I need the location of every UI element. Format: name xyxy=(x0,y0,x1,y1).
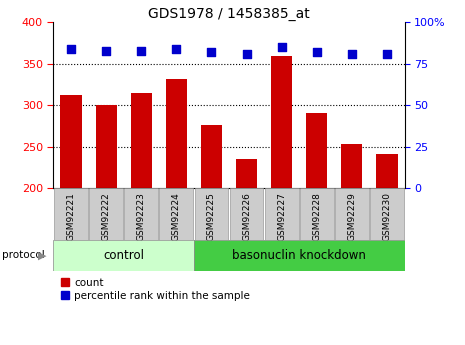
Bar xyxy=(265,188,299,240)
Text: GSM92225: GSM92225 xyxy=(207,192,216,241)
Bar xyxy=(166,79,187,188)
Text: protocol: protocol xyxy=(2,250,45,260)
Title: GDS1978 / 1458385_at: GDS1978 / 1458385_at xyxy=(148,7,310,21)
Bar xyxy=(230,188,263,240)
Text: GSM92230: GSM92230 xyxy=(383,192,392,241)
Bar xyxy=(271,56,292,188)
Text: basonuclin knockdown: basonuclin knockdown xyxy=(232,249,366,262)
Bar xyxy=(60,95,81,188)
Bar xyxy=(236,159,257,188)
Point xyxy=(173,46,180,52)
Point xyxy=(313,49,320,55)
Bar xyxy=(377,154,398,188)
Text: GSM92223: GSM92223 xyxy=(137,192,146,241)
Text: GSM92229: GSM92229 xyxy=(347,192,356,241)
Text: GSM92224: GSM92224 xyxy=(172,192,181,241)
Bar xyxy=(194,240,405,271)
Bar xyxy=(370,188,404,240)
Bar xyxy=(159,188,193,240)
Bar xyxy=(89,188,123,240)
Point xyxy=(243,51,250,57)
Text: GSM92227: GSM92227 xyxy=(277,192,286,241)
Legend: count, percentile rank within the sample: count, percentile rank within the sample xyxy=(59,276,252,303)
Bar xyxy=(125,188,158,240)
Bar xyxy=(341,144,362,188)
Bar xyxy=(54,188,88,240)
Bar xyxy=(201,125,222,188)
Text: GSM92228: GSM92228 xyxy=(312,192,321,241)
Text: GSM92226: GSM92226 xyxy=(242,192,251,241)
Bar xyxy=(131,93,152,188)
Text: GSM92222: GSM92222 xyxy=(102,192,111,241)
Point xyxy=(278,45,286,50)
Text: ▶: ▶ xyxy=(38,250,46,260)
Bar xyxy=(53,240,194,271)
Text: GSM92221: GSM92221 xyxy=(66,192,75,241)
Point xyxy=(208,49,215,55)
Bar xyxy=(195,188,228,240)
Bar xyxy=(300,188,333,240)
Point xyxy=(138,48,145,53)
Bar xyxy=(96,105,117,188)
Text: control: control xyxy=(103,249,144,262)
Point xyxy=(102,48,110,53)
Point xyxy=(383,51,391,57)
Bar xyxy=(306,113,327,188)
Point xyxy=(348,51,356,57)
Point xyxy=(67,46,75,52)
Bar xyxy=(335,188,369,240)
